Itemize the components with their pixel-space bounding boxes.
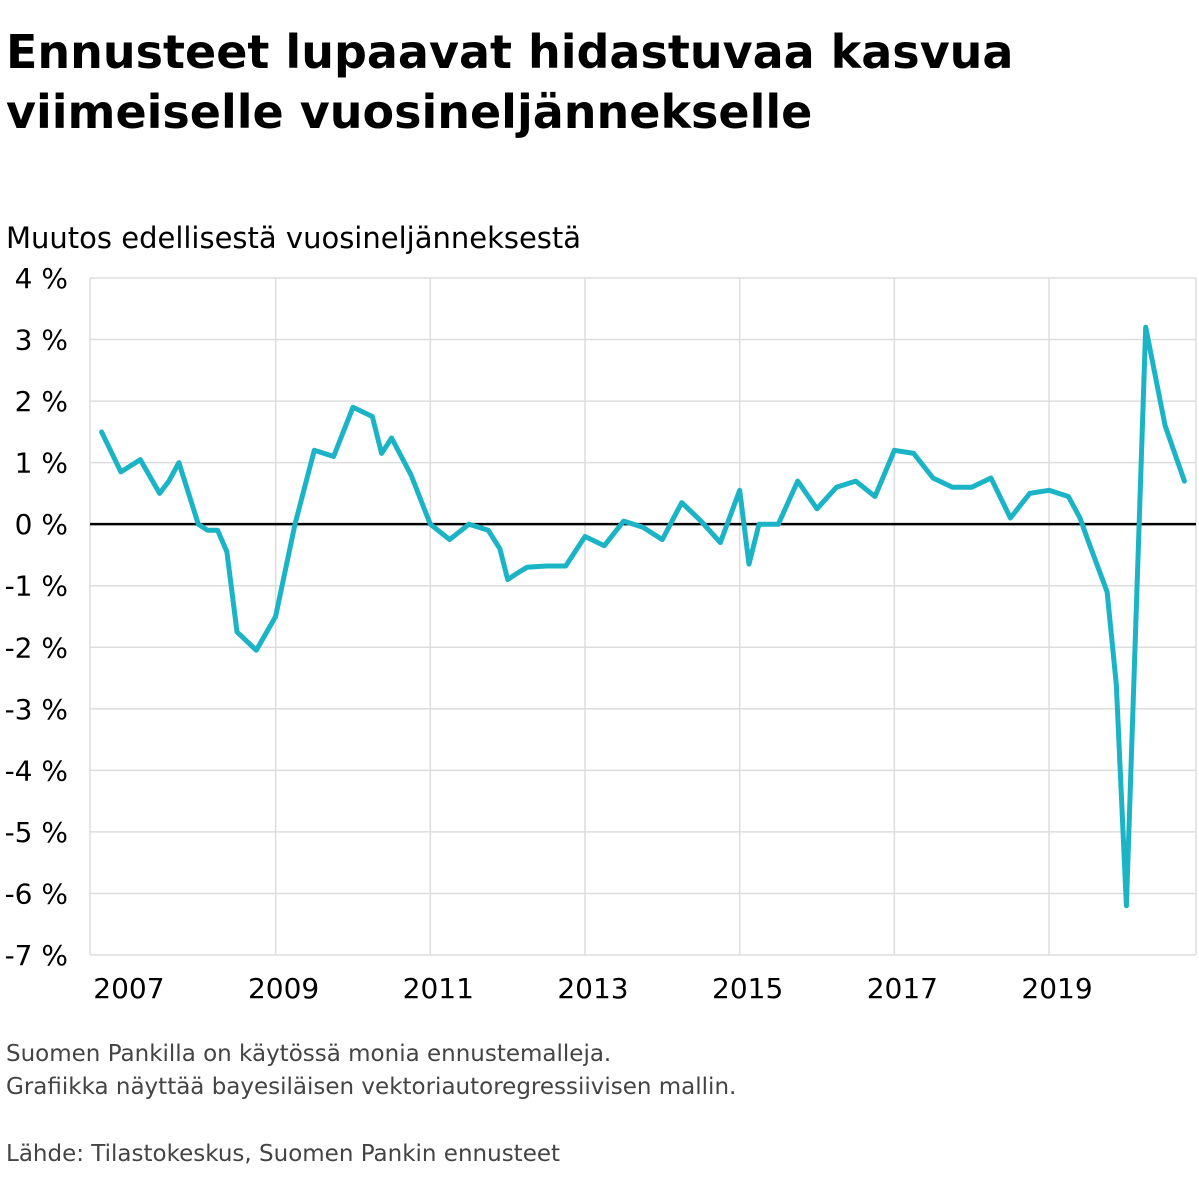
gdp-change-series-line xyxy=(99,324,1187,909)
x-tick-label: 2011 xyxy=(403,972,474,1005)
y-tick-label: -2 % xyxy=(5,631,68,664)
chart-note-line-2: Grafiikka näyttää bayesiläisen vektoriau… xyxy=(6,1074,737,1100)
x-tick-label: 2015 xyxy=(712,972,783,1005)
x-tick-label: 2019 xyxy=(1021,972,1092,1005)
y-tick-label: -5 % xyxy=(5,816,68,849)
y-tick-label: 1 % xyxy=(15,447,68,480)
y-tick-label: 3 % xyxy=(15,324,68,357)
y-tick-label: 2 % xyxy=(15,385,68,418)
chart-note: Suomen Pankilla on käytössä monia ennust… xyxy=(6,1038,736,1104)
x-tick-label: 2007 xyxy=(93,972,164,1005)
chart-grid xyxy=(89,277,1197,956)
x-tick-label: 2017 xyxy=(867,972,938,1005)
y-tick-label: 0 % xyxy=(15,508,68,541)
y-axis-label: Muutos edellisestä vuosineljänneksestä xyxy=(6,221,582,255)
chart-source: Lähde: Tilastokeskus, Suomen Pankin ennu… xyxy=(6,1141,561,1167)
y-tick-label: 4 % xyxy=(15,262,68,295)
x-tick-label: 2009 xyxy=(248,972,319,1005)
y-tick-label: -7 % xyxy=(5,939,68,972)
chart-note-line-1: Suomen Pankilla on käytössä monia ennust… xyxy=(6,1041,612,1067)
chart-title: Ennusteet lupaavat hidastuvaa kasvua vii… xyxy=(6,25,1014,139)
chart-series xyxy=(99,324,1187,909)
y-tick-label: -1 % xyxy=(5,570,68,603)
y-tick-label: -6 % xyxy=(5,877,68,910)
y-tick-label: -4 % xyxy=(5,754,68,787)
y-tick-label: -3 % xyxy=(5,693,68,726)
chart-axis-labels: 4 % 3 % 2 % 1 % 0 % -1 % -2 % -3 % -4 % -5 % -6 % -… xyxy=(5,262,1093,1005)
x-tick-label: 2013 xyxy=(557,972,628,1005)
